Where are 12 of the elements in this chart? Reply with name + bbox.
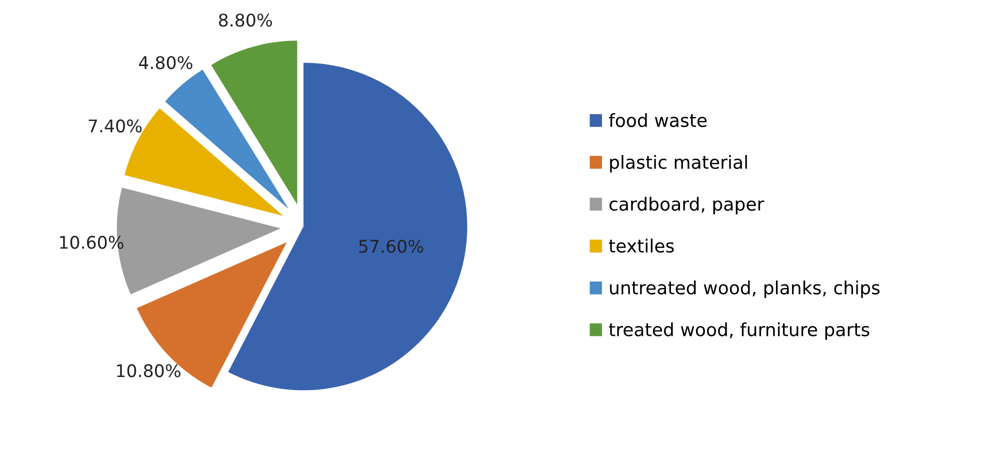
data-label: 10.80% <box>117 364 180 378</box>
legend-label: textiles <box>608 238 674 253</box>
legend-label: plastic material <box>610 154 747 172</box>
data-label: 10.60% <box>60 236 124 249</box>
legend-label: food waste <box>608 113 707 128</box>
legend-label: treated wood, furniture parts <box>608 322 870 340</box>
data-label: 7.40% <box>88 119 142 132</box>
data-label: 57.60% <box>359 240 424 253</box>
data-label: 4.80% <box>138 56 192 70</box>
legend-label: untreated wood, planks, chips <box>610 280 880 298</box>
legend-label: cardboard, paper <box>610 196 764 214</box>
data-label: 8.80% <box>218 14 272 27</box>
